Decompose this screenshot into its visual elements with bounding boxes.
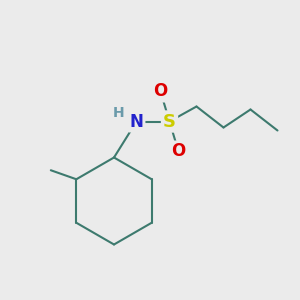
Text: N: N — [130, 112, 143, 130]
Text: S: S — [163, 112, 176, 130]
Text: O: O — [171, 142, 186, 160]
Text: H: H — [113, 106, 124, 120]
Text: O: O — [153, 82, 168, 100]
